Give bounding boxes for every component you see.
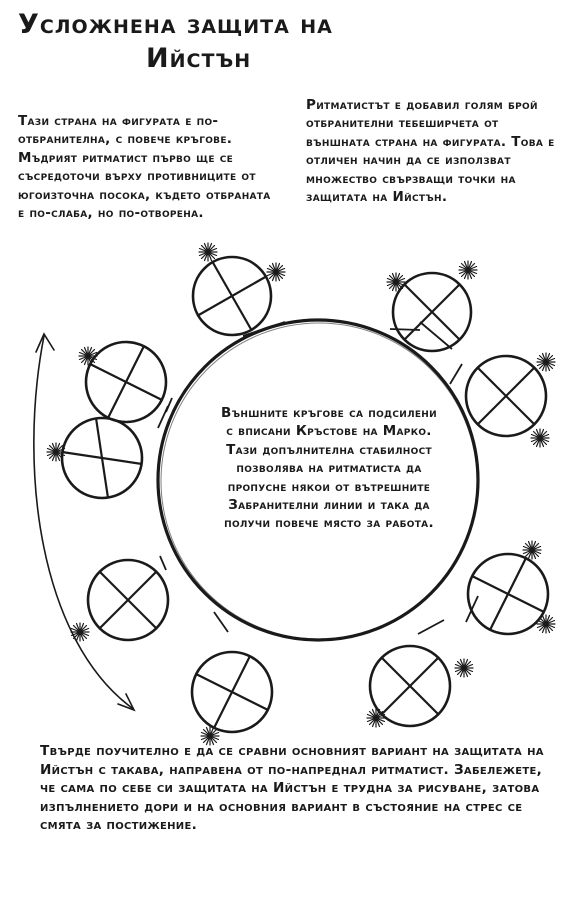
note-right: Ритматистът е добавил голям брой отбрани… [306, 97, 555, 206]
bastion-circle-ne [391, 271, 473, 353]
bastion-circle-e-lower [466, 552, 550, 636]
page-title: Усложнена защита на Ийстън [18, 8, 438, 76]
note-center: Външните кръгове са подсилени с вписани … [221, 405, 437, 532]
note-left: Тази страна на фигурата е по-отбранителн… [18, 113, 271, 222]
connecting-lines [157, 321, 479, 635]
bastion-circle-sw [86, 558, 170, 642]
bastion-circle-w-lower [60, 416, 144, 500]
bastion-circle-w-upper [84, 340, 168, 424]
bastion-circle-se [368, 644, 452, 728]
bastion-circle-s [190, 650, 274, 734]
direction-arrow [33, 332, 136, 712]
main-circle-sketch-line [160, 322, 478, 640]
note-bottom: Твърде поучително е да се сравни основни… [40, 743, 544, 834]
title-line-1: Усложнена защита на [18, 9, 333, 40]
main-defense-circle [156, 318, 480, 642]
bastion-circle-e-upper [464, 354, 548, 438]
title-line-2: Ийстън [146, 43, 252, 74]
bastion-circle-nw [191, 255, 273, 337]
